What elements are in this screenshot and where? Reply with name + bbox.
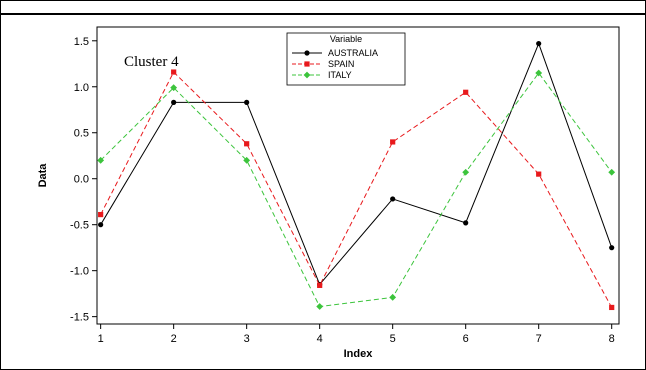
x-axis: 1 2 3 4 5 6 7 8 bbox=[98, 324, 615, 345]
data-point bbox=[303, 71, 311, 79]
data-point bbox=[170, 84, 178, 92]
x-axis-label: Index bbox=[344, 348, 374, 360]
data-point bbox=[609, 304, 615, 311]
plot-area bbox=[96, 26, 620, 325]
data-point bbox=[316, 303, 324, 310]
data-point bbox=[304, 50, 310, 56]
legend-label: SPAIN bbox=[328, 59, 354, 69]
data-point bbox=[243, 156, 251, 164]
y-tick-label: 1.0 bbox=[74, 82, 89, 94]
data-point bbox=[536, 171, 542, 177]
legend-item: SPAIN bbox=[292, 59, 354, 69]
series-line bbox=[100, 71, 613, 308]
x-tick-label: 2 bbox=[171, 333, 177, 345]
series-line bbox=[100, 42, 613, 286]
legend-label: AUSTRALIA bbox=[328, 48, 378, 58]
x-tick-label: 4 bbox=[317, 333, 323, 345]
data-point bbox=[609, 245, 615, 251]
series-spain bbox=[98, 69, 615, 311]
series-italy bbox=[97, 69, 616, 310]
x-tick-label: 8 bbox=[609, 333, 615, 345]
y-tick-label: -0.5 bbox=[70, 220, 89, 232]
series-australia bbox=[98, 40, 615, 288]
legend-item: ITALY bbox=[292, 70, 352, 80]
data-point bbox=[463, 89, 469, 95]
data-point bbox=[304, 61, 310, 67]
x-tick-label: 7 bbox=[536, 333, 542, 345]
data-point bbox=[390, 139, 396, 145]
data-point bbox=[97, 156, 105, 164]
data-point bbox=[98, 222, 104, 228]
data-point bbox=[462, 168, 470, 176]
data-point bbox=[98, 211, 104, 218]
data-point bbox=[608, 168, 616, 176]
y-axis: -1.5 -1.0 -0.5 0.0 0.5 1.0 1.5 bbox=[70, 36, 97, 324]
x-tick-label: 1 bbox=[98, 333, 104, 345]
y-tick-label: 0.5 bbox=[74, 128, 89, 140]
data-point bbox=[317, 282, 323, 288]
y-tick-label: 0.0 bbox=[74, 174, 89, 186]
y-tick-label: 1.5 bbox=[74, 36, 89, 48]
data-point bbox=[536, 40, 542, 47]
x-tick-label: 3 bbox=[244, 333, 250, 345]
series-layer bbox=[97, 40, 616, 311]
x-tick-label: 5 bbox=[390, 333, 396, 345]
data-point bbox=[244, 99, 250, 105]
data-point bbox=[463, 220, 469, 226]
y-tick-label: -1.5 bbox=[70, 312, 89, 324]
x-tick-label: 6 bbox=[463, 333, 469, 345]
data-point bbox=[535, 69, 543, 77]
top-divider bbox=[0, 13, 646, 15]
y-tick-label: -1.0 bbox=[70, 266, 89, 278]
legend-item: AUSTRALIA bbox=[292, 48, 378, 58]
data-point bbox=[171, 69, 177, 75]
cluster-annotation: Cluster 4 bbox=[124, 54, 179, 70]
data-point bbox=[244, 141, 250, 147]
legend-title: Variable bbox=[330, 34, 362, 44]
data-point bbox=[171, 99, 177, 105]
series-line bbox=[100, 72, 613, 308]
data-point bbox=[389, 293, 397, 301]
legend-label: ITALY bbox=[328, 70, 352, 80]
data-point bbox=[390, 196, 396, 202]
y-axis-label: Data bbox=[37, 163, 49, 188]
